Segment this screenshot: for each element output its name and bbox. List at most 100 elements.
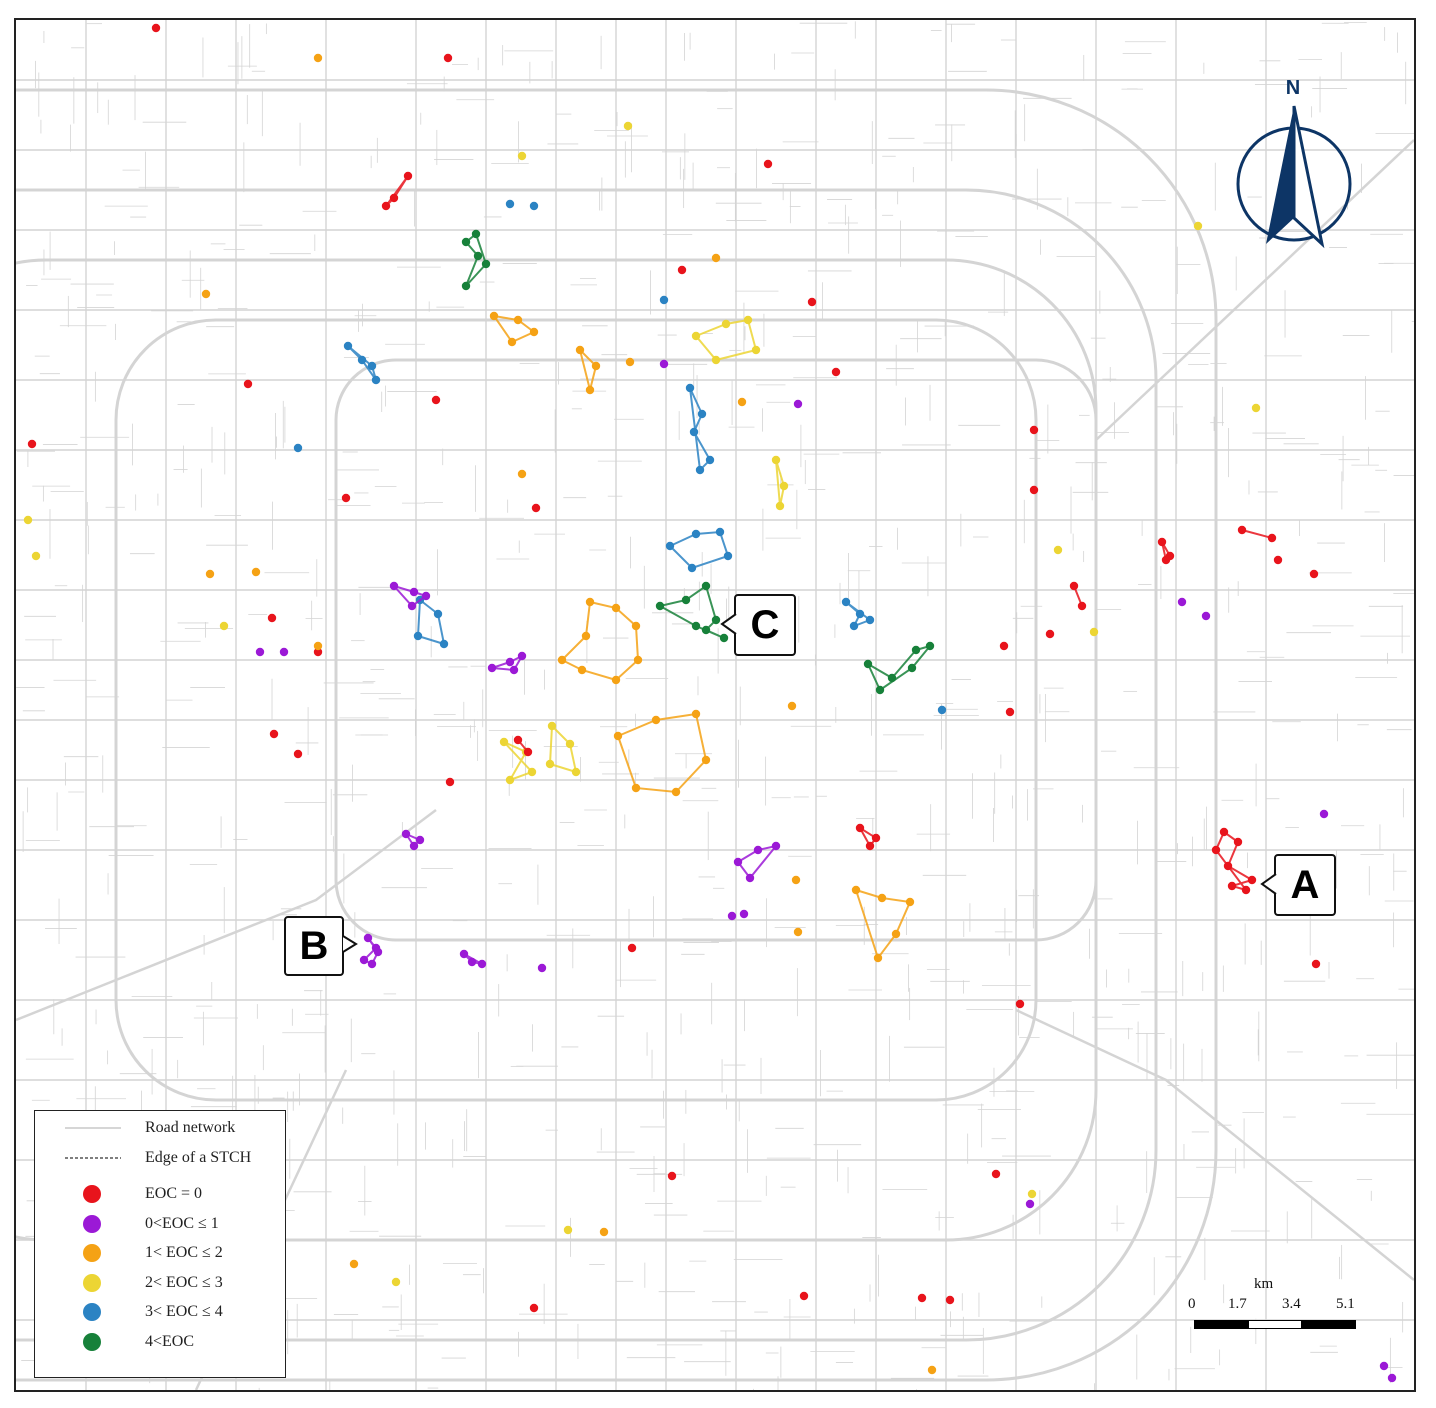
stch-node (723, 551, 733, 561)
stch-point (219, 621, 229, 631)
callout-b-label: B (299, 923, 329, 968)
stch-node (373, 947, 383, 957)
stch-point (763, 159, 773, 169)
stch-point (279, 647, 289, 657)
stch-node (691, 331, 701, 341)
stch-point (267, 613, 277, 623)
stch-point (529, 201, 539, 211)
stch-node (651, 715, 661, 725)
stch-node (1267, 533, 1277, 543)
stch-node (489, 311, 499, 321)
stch-edge (865, 644, 933, 692)
map-canvas[interactable] (16, 20, 1414, 1390)
stch-point (517, 469, 527, 479)
stch-point (517, 151, 527, 161)
stch-node (571, 767, 581, 777)
stch-point (505, 199, 515, 209)
stch-point (349, 1259, 359, 1269)
scale-unit: km (1254, 1276, 1274, 1292)
stch-node (389, 193, 399, 203)
stch-node (401, 829, 411, 839)
legend-class-5: 4<EOC (35, 1329, 285, 1355)
stch-edge (689, 387, 712, 473)
stch-node (409, 841, 419, 851)
legend-stch-label: Edge of a STCH (145, 1149, 252, 1166)
stch-point (537, 963, 547, 973)
stch-point (711, 253, 721, 263)
stch-node (481, 259, 491, 269)
stch-node (631, 783, 641, 793)
ring-road-3 (114, 318, 1038, 1102)
stch-node (633, 655, 643, 665)
road-line-icon (65, 1127, 121, 1129)
stch-node (1241, 885, 1251, 895)
stch-node (517, 651, 527, 661)
stch-point (1089, 627, 1099, 637)
stch-node (705, 455, 715, 465)
stch-node (691, 709, 701, 719)
stch-node (1161, 555, 1171, 565)
stch-point (23, 515, 33, 525)
stch-node (719, 633, 729, 643)
stch-node (1211, 845, 1221, 855)
stch-point (151, 23, 161, 33)
stch-point (599, 1227, 609, 1237)
stch-clusters (23, 23, 1397, 1383)
stch-node (779, 481, 789, 491)
stch-node (701, 755, 711, 765)
legend-road-label: Road network (145, 1119, 236, 1136)
legend-class-label-4: 3< EOC ≤ 4 (145, 1303, 223, 1320)
stch-point (737, 397, 747, 407)
stch-node (849, 621, 859, 631)
stch-node (685, 383, 695, 393)
stch-node (389, 581, 399, 591)
stch-node (413, 631, 423, 641)
stch-node (367, 959, 377, 969)
stch-node (695, 465, 705, 475)
stch-node (855, 609, 865, 619)
stch-node (547, 721, 557, 731)
stch-node (473, 251, 483, 261)
stch-point (623, 121, 633, 131)
stch-node (363, 933, 373, 943)
stch-edge (578, 346, 598, 391)
stch-point (1027, 1189, 1037, 1199)
stch-node (733, 857, 743, 867)
stch-node (711, 355, 721, 365)
callout-a-label: A (1290, 862, 1320, 907)
stch-point (1387, 1373, 1397, 1383)
legend-class-label-3: 2< EOC ≤ 3 (145, 1273, 223, 1291)
stch-point (1251, 403, 1261, 413)
north-label: N (1286, 77, 1300, 99)
stch-node (1247, 875, 1257, 885)
stch-node (611, 675, 621, 685)
stch-point (255, 647, 265, 657)
stch-node (751, 345, 761, 355)
stch-point (1309, 569, 1319, 579)
stch-point (831, 367, 841, 377)
stch-point (659, 295, 669, 305)
stch-node (585, 385, 595, 395)
ring-road-6 (16, 88, 1218, 1382)
stch-point (799, 1291, 809, 1301)
stch-edge (859, 827, 878, 848)
stch-node (691, 621, 701, 631)
stch-node (851, 885, 861, 895)
stch-point (1177, 597, 1187, 607)
stch-point (1029, 425, 1039, 435)
stch-node (421, 591, 431, 601)
stch-point (293, 749, 303, 759)
stch-node (381, 201, 391, 211)
callout-c-label: C (750, 602, 780, 647)
stch-node (585, 597, 595, 607)
stch-edge (775, 459, 786, 507)
stch-node (687, 563, 697, 573)
scale-seg-2 (1248, 1320, 1302, 1329)
legend-dot-2 (83, 1244, 101, 1262)
stch-point (313, 641, 323, 651)
stch-node (1223, 861, 1233, 871)
stch-point (677, 265, 687, 275)
stch-point (999, 641, 1009, 651)
stch-point (627, 943, 637, 953)
stch-point (1273, 555, 1283, 565)
